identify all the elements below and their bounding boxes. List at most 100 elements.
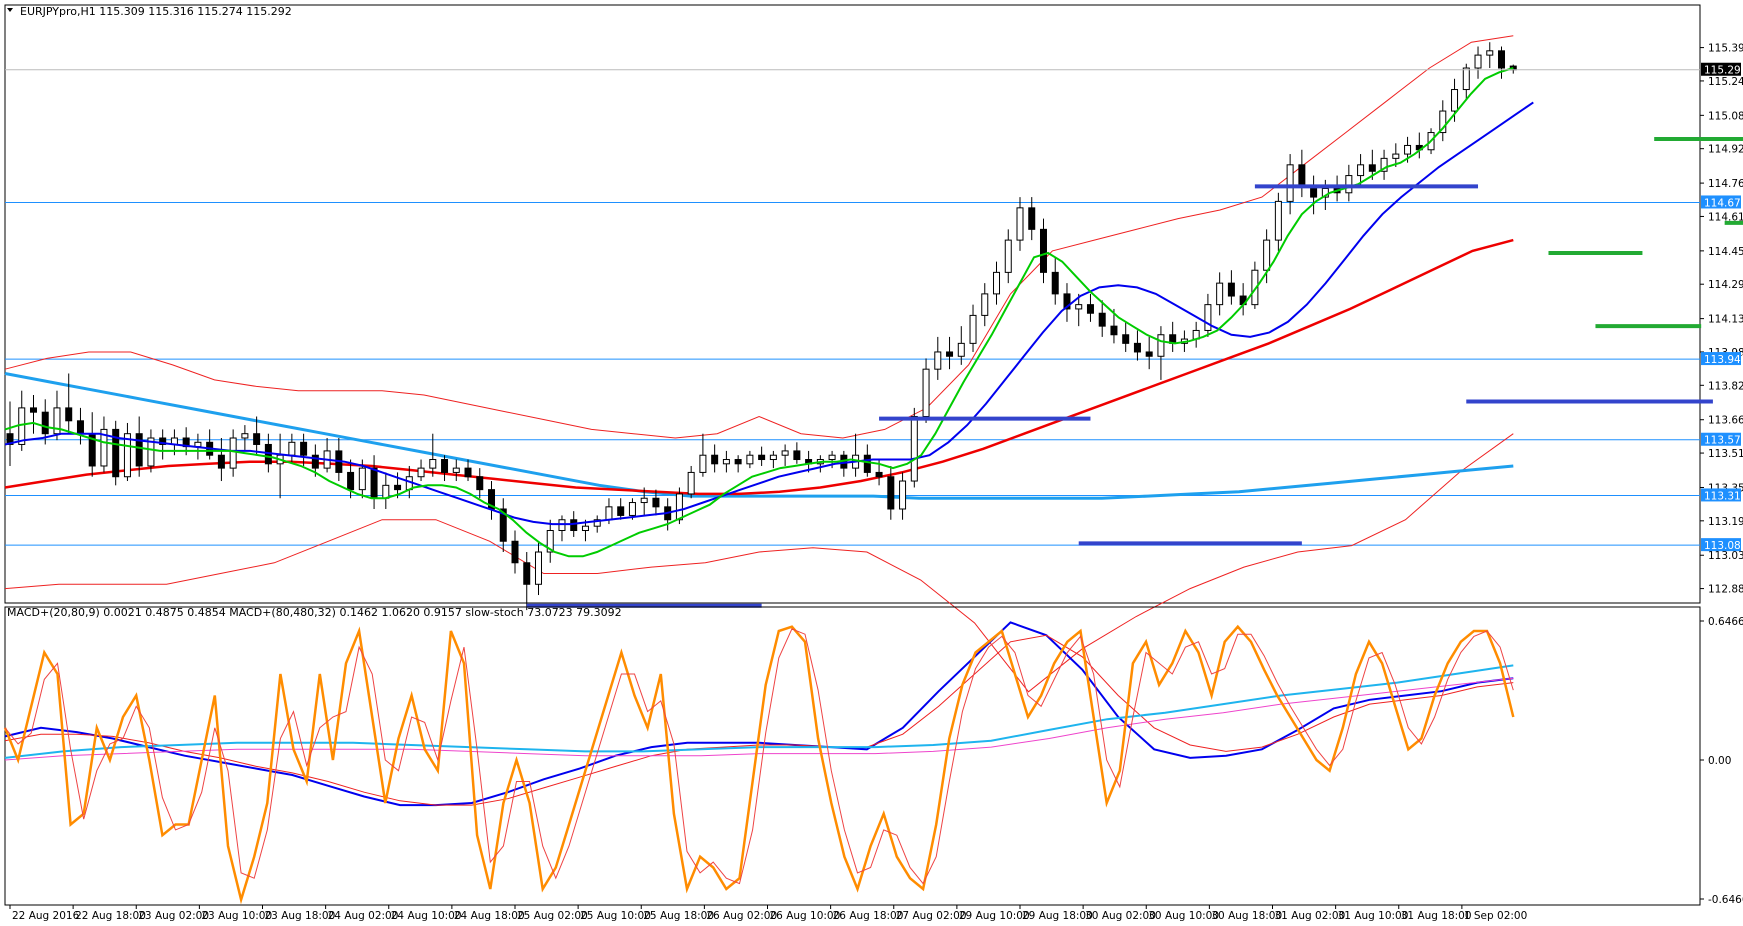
- candle-body[interactable]: [769, 454, 777, 461]
- candle-body[interactable]: [1110, 325, 1118, 336]
- candle-body[interactable]: [1051, 271, 1059, 295]
- candle-body[interactable]: [6, 433, 14, 445]
- candle-body[interactable]: [347, 471, 355, 491]
- main-price-pane[interactable]: [4, 4, 1743, 693]
- candle-body[interactable]: [922, 368, 930, 417]
- candle-body[interactable]: [1016, 207, 1024, 241]
- candle-body[interactable]: [699, 454, 707, 473]
- candle-body[interactable]: [1357, 164, 1365, 177]
- candle-body[interactable]: [1263, 239, 1271, 271]
- candle-body[interactable]: [581, 525, 589, 532]
- candle-body[interactable]: [1145, 351, 1153, 357]
- candle-body[interactable]: [781, 450, 789, 456]
- candle-body[interactable]: [1345, 175, 1353, 194]
- candle-body[interactable]: [288, 441, 296, 456]
- candle-body[interactable]: [370, 467, 378, 499]
- candle-body[interactable]: [499, 508, 507, 542]
- candle-body[interactable]: [159, 437, 167, 445]
- candle-body[interactable]: [147, 437, 155, 467]
- candle-body[interactable]: [112, 428, 120, 478]
- candle-body[interactable]: [863, 454, 871, 473]
- candle-body[interactable]: [1039, 228, 1047, 273]
- candle-body[interactable]: [652, 497, 660, 508]
- candle-body[interactable]: [300, 441, 308, 456]
- candle-body[interactable]: [1122, 334, 1130, 344]
- candle-body[interactable]: [217, 454, 225, 469]
- dropdown-triangle-icon[interactable]: [7, 8, 13, 12]
- candle-body[interactable]: [1133, 342, 1141, 353]
- candle-body[interactable]: [1274, 200, 1282, 241]
- candle-body[interactable]: [640, 497, 648, 504]
- candle-body[interactable]: [1204, 304, 1212, 331]
- candle-body[interactable]: [887, 476, 895, 510]
- candle-body[interactable]: [546, 530, 554, 553]
- candle-body[interactable]: [464, 467, 472, 478]
- candle-body[interactable]: [417, 467, 425, 478]
- candle-body[interactable]: [558, 519, 566, 532]
- candle-body[interactable]: [899, 480, 907, 510]
- candle-body[interactable]: [382, 484, 390, 499]
- candle-body[interactable]: [394, 484, 402, 491]
- candle-body[interactable]: [1251, 269, 1259, 306]
- candle-body[interactable]: [957, 342, 965, 357]
- indicator-pane[interactable]: [3, 606, 1701, 906]
- candle-body[interactable]: [617, 506, 625, 516]
- candle-body[interactable]: [1028, 207, 1036, 230]
- candle-body[interactable]: [934, 351, 942, 370]
- candle-body[interactable]: [429, 459, 437, 469]
- candle-body[interactable]: [76, 420, 84, 435]
- candle-body[interactable]: [41, 411, 49, 435]
- candle-body[interactable]: [1368, 164, 1376, 172]
- candle-body[interactable]: [1498, 50, 1506, 69]
- candle-body[interactable]: [229, 437, 237, 469]
- candle-body[interactable]: [1086, 304, 1094, 314]
- candle-body[interactable]: [711, 454, 719, 465]
- candle-body[interactable]: [1157, 334, 1165, 357]
- candle-body[interactable]: [722, 459, 730, 465]
- candle-body[interactable]: [53, 407, 61, 435]
- candle-body[interactable]: [734, 459, 742, 465]
- candle-body[interactable]: [29, 407, 37, 413]
- candle-body[interactable]: [875, 471, 883, 478]
- candle-body[interactable]: [511, 540, 519, 564]
- candle-body[interactable]: [253, 433, 261, 445]
- candle-body[interactable]: [1075, 304, 1083, 310]
- candle-body[interactable]: [452, 467, 460, 473]
- candle-body[interactable]: [1404, 144, 1412, 155]
- candle-body[interactable]: [18, 407, 26, 445]
- candle-body[interactable]: [476, 476, 484, 491]
- candle-body[interactable]: [241, 433, 249, 439]
- candle-body[interactable]: [828, 454, 836, 461]
- candle-body[interactable]: [969, 314, 977, 344]
- candle-body[interactable]: [1063, 293, 1071, 310]
- candle-body[interactable]: [100, 428, 108, 467]
- candle-body[interactable]: [1298, 164, 1306, 187]
- candle-body[interactable]: [1227, 282, 1235, 297]
- candle-body[interactable]: [993, 271, 1001, 295]
- candle-body[interactable]: [1392, 153, 1400, 159]
- candle-body[interactable]: [628, 502, 636, 516]
- candle-body[interactable]: [593, 519, 601, 527]
- candle-body[interactable]: [1286, 164, 1294, 202]
- candle-body[interactable]: [570, 519, 578, 532]
- candle-body[interactable]: [1462, 67, 1470, 91]
- candle-body[interactable]: [793, 450, 801, 461]
- candle-body[interactable]: [123, 433, 131, 478]
- candle-body[interactable]: [523, 562, 531, 585]
- candle-body[interactable]: [135, 433, 143, 467]
- candle-body[interactable]: [910, 415, 918, 482]
- candle-body[interactable]: [605, 506, 613, 521]
- candle-body[interactable]: [675, 493, 683, 521]
- candle-body[interactable]: [358, 467, 366, 491]
- candle-body[interactable]: [311, 454, 319, 469]
- candle-body[interactable]: [65, 407, 73, 422]
- price-axis[interactable]: 115.395 115.240 115.080 114.925 114.765 114.6…: [1700, 43, 1743, 906]
- candle-body[interactable]: [687, 471, 695, 495]
- candle-body[interactable]: [1474, 54, 1482, 69]
- candle-body[interactable]: [946, 351, 954, 357]
- candle-body[interactable]: [1004, 239, 1012, 273]
- candle-body[interactable]: [1439, 110, 1447, 134]
